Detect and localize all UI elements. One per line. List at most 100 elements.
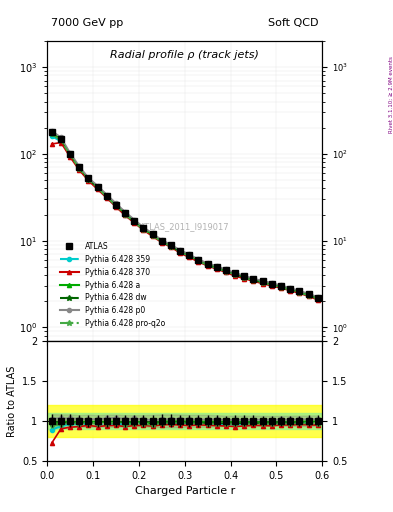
Pythia 6.428 pro-q2o — [205, 262, 210, 268]
Pythia 6.428 359 — [169, 243, 173, 249]
Pythia 6.428 a — [270, 281, 274, 287]
Line: Pythia 6.428 359: Pythia 6.428 359 — [50, 134, 320, 301]
Pythia 6.428 370 — [251, 278, 256, 284]
Pythia 6.428 pro-q2o — [297, 289, 302, 295]
Pythia 6.428 359 — [251, 277, 256, 283]
Pythia 6.428 370 — [114, 204, 118, 210]
Pythia 6.428 359 — [260, 280, 265, 286]
Pythia 6.428 p0 — [105, 191, 109, 198]
Pythia 6.428 a — [260, 279, 265, 285]
Pythia 6.428 370 — [123, 212, 127, 219]
Pythia 6.428 a — [132, 218, 137, 224]
Pythia 6.428 dw — [123, 211, 127, 217]
Text: ATLAS_2011_I919017: ATLAS_2011_I919017 — [140, 222, 230, 231]
Pythia 6.428 a — [178, 248, 182, 254]
Pythia 6.428 a — [279, 284, 283, 290]
Pythia 6.428 dw — [251, 277, 256, 283]
Pythia 6.428 359 — [86, 177, 91, 183]
Pythia 6.428 dw — [169, 243, 173, 249]
Pythia 6.428 a — [196, 257, 201, 263]
Pythia 6.428 dw — [196, 258, 201, 264]
Legend: ATLAS, Pythia 6.428 359, Pythia 6.428 370, Pythia 6.428 a, Pythia 6.428 dw, Pyth: ATLAS, Pythia 6.428 359, Pythia 6.428 37… — [57, 239, 168, 331]
Pythia 6.428 370 — [50, 141, 54, 147]
Pythia 6.428 dw — [215, 265, 219, 271]
Pythia 6.428 a — [306, 292, 311, 298]
Pythia 6.428 a — [160, 238, 164, 244]
Pythia 6.428 370 — [288, 288, 292, 294]
Pythia 6.428 370 — [224, 269, 228, 275]
Pythia 6.428 a — [169, 243, 173, 249]
Pythia 6.428 pro-q2o — [196, 258, 201, 264]
Line: Pythia 6.428 a: Pythia 6.428 a — [50, 131, 320, 300]
Pythia 6.428 370 — [297, 290, 302, 296]
Pythia 6.428 359 — [196, 258, 201, 264]
Pythia 6.428 a — [68, 151, 72, 157]
Pythia 6.428 370 — [178, 250, 182, 256]
Pythia 6.428 dw — [178, 249, 182, 255]
Pythia 6.428 359 — [95, 185, 100, 191]
Pythia 6.428 359 — [224, 268, 228, 274]
Pythia 6.428 p0 — [260, 278, 265, 284]
Pythia 6.428 dw — [105, 194, 109, 200]
Pythia 6.428 370 — [59, 139, 63, 145]
Pythia 6.428 p0 — [224, 266, 228, 272]
Pythia 6.428 370 — [86, 178, 91, 184]
Pythia 6.428 dw — [279, 284, 283, 290]
Pythia 6.428 a — [242, 273, 247, 280]
Pythia 6.428 pro-q2o — [288, 287, 292, 293]
Pythia 6.428 pro-q2o — [260, 280, 265, 286]
Pythia 6.428 pro-q2o — [224, 268, 228, 274]
Pythia 6.428 370 — [150, 233, 155, 240]
Pythia 6.428 dw — [86, 176, 91, 182]
Pythia 6.428 dw — [95, 184, 100, 190]
Pythia 6.428 p0 — [306, 291, 311, 297]
Pythia 6.428 dw — [68, 152, 72, 158]
Pythia 6.428 dw — [306, 292, 311, 298]
Pythia 6.428 pro-q2o — [187, 253, 192, 260]
Pythia 6.428 dw — [233, 271, 237, 278]
Pythia 6.428 pro-q2o — [114, 203, 118, 209]
Pythia 6.428 a — [50, 130, 54, 136]
Pythia 6.428 370 — [105, 195, 109, 201]
Pythia 6.428 pro-q2o — [270, 282, 274, 288]
Pythia 6.428 p0 — [169, 242, 173, 248]
Pythia 6.428 dw — [297, 289, 302, 295]
Pythia 6.428 p0 — [187, 251, 192, 258]
Pythia 6.428 359 — [279, 284, 283, 290]
Pythia 6.428 370 — [169, 244, 173, 250]
Pythia 6.428 359 — [123, 211, 127, 218]
Pythia 6.428 p0 — [251, 275, 256, 282]
Pythia 6.428 a — [123, 210, 127, 217]
Text: Rivet 3.1.10; ≥ 2.9M events: Rivet 3.1.10; ≥ 2.9M events — [389, 56, 393, 133]
Text: Soft QCD: Soft QCD — [268, 18, 318, 28]
Pythia 6.428 p0 — [68, 150, 72, 156]
Pythia 6.428 a — [86, 176, 91, 182]
Pythia 6.428 370 — [315, 297, 320, 303]
Pythia 6.428 359 — [315, 295, 320, 302]
Pythia 6.428 a — [215, 264, 219, 270]
Pythia 6.428 dw — [315, 295, 320, 302]
Pythia 6.428 p0 — [196, 256, 201, 262]
Pythia 6.428 dw — [205, 262, 210, 268]
Pythia 6.428 dw — [187, 253, 192, 259]
Pythia 6.428 370 — [233, 273, 237, 279]
Pythia 6.428 a — [187, 252, 192, 259]
Pythia 6.428 359 — [105, 195, 109, 201]
Pythia 6.428 359 — [132, 219, 137, 225]
Pythia 6.428 pro-q2o — [123, 211, 127, 218]
Pythia 6.428 370 — [260, 281, 265, 287]
Pythia 6.428 dw — [150, 232, 155, 239]
Pythia 6.428 pro-q2o — [251, 278, 256, 284]
Pythia 6.428 pro-q2o — [95, 185, 100, 191]
Pythia 6.428 p0 — [50, 127, 54, 134]
Pythia 6.428 pro-q2o — [306, 293, 311, 299]
Pythia 6.428 p0 — [288, 285, 292, 291]
Pythia 6.428 a — [150, 231, 155, 238]
Pythia 6.428 359 — [306, 292, 311, 298]
Pythia 6.428 dw — [50, 131, 54, 137]
Pythia 6.428 a — [77, 165, 82, 171]
Pythia 6.428 a — [114, 202, 118, 208]
Pythia 6.428 p0 — [233, 270, 237, 276]
Pythia 6.428 370 — [160, 240, 164, 246]
Pythia 6.428 370 — [215, 266, 219, 272]
